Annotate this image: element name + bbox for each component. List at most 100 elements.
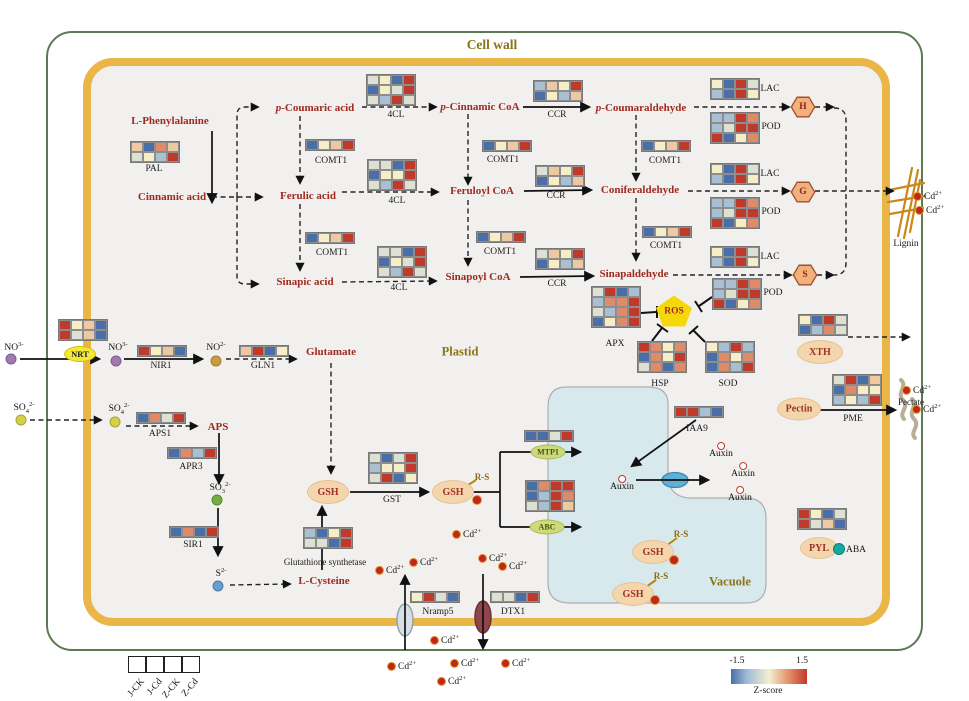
heatmap-nir1 <box>137 345 187 357</box>
s2-label: S2- <box>215 566 227 580</box>
label-lignin: Lignin <box>893 239 919 249</box>
heatmap-ccr-3 <box>535 248 585 270</box>
no2-dot <box>210 355 222 367</box>
gsh-node-2: GSH <box>432 480 474 504</box>
cd-dot <box>430 635 439 645</box>
label-4cl-2: 4CL <box>388 196 406 206</box>
label-nramp5: Nramp5 <box>422 607 454 617</box>
so4-label-inside: SO42- <box>108 401 130 417</box>
metabolite-sinapoyl-coa: Sinapoyl CoA <box>445 271 511 283</box>
label-lac-3: LAC <box>760 252 780 262</box>
rs-label-2: R-S <box>673 529 689 539</box>
zscore-label: Z-score <box>753 686 783 696</box>
heatmap-lac-2 <box>710 163 760 185</box>
h-unit-hexagon: H <box>790 96 816 118</box>
cd-ion: Cd2+ <box>913 190 942 202</box>
so3-dot <box>211 494 223 506</box>
g-unit-hexagon: G <box>790 181 816 203</box>
vacuole-label: Vacuole <box>709 574 751 589</box>
so4-label-outside: SO42- <box>13 400 35 416</box>
bound-cd-dot-1 <box>472 495 482 505</box>
cd-dot <box>498 561 507 571</box>
label-ccr-3: CCR <box>547 279 567 289</box>
auxin-vacuole: Auxin <box>610 475 634 493</box>
cd-ion: Cd2+ <box>450 657 479 669</box>
label-ccr-2: CCR <box>546 191 566 201</box>
metabolite-l-phenylalanine: L-Phenylalanine <box>131 115 209 127</box>
cd-ion: Cd2+ <box>902 384 931 396</box>
metabolite-aps: APS <box>207 421 229 433</box>
heatmap-xth <box>798 314 848 336</box>
mtp1-transporter: MTP1 <box>530 444 566 460</box>
s-unit-hexagon: S <box>792 264 818 286</box>
label-4cl-1: 4CL <box>387 110 405 120</box>
auxin-circle <box>739 462 747 471</box>
heatmap-ccr-2 <box>535 165 585 187</box>
cd-dot <box>915 205 924 215</box>
label-apx: APX <box>605 339 625 349</box>
label-pme: PME <box>843 414 863 424</box>
heatmap-pyl <box>797 508 847 530</box>
label-comt1-4: COMT1 <box>483 247 517 257</box>
zscore-gradient-bar <box>731 669 807 684</box>
nrt-transporter: NRT <box>64 346 96 362</box>
label-gln1: GLN1 <box>250 361 276 371</box>
cd-ion: Cd2+ <box>437 675 466 687</box>
pectin-node: Pectin <box>777 397 821 421</box>
label-lac-2: LAC <box>760 169 780 179</box>
metabolite-l-cysteine: L-Cysteine <box>298 575 350 587</box>
label-apr3: APR3 <box>179 462 203 472</box>
heatmap-nramp5 <box>410 591 460 603</box>
auxin-circle <box>717 442 725 451</box>
no3-dot-inside <box>110 355 122 367</box>
heatmap-apr3 <box>167 447 217 459</box>
label-glutathione-synthetase: Glutathione synthetase <box>283 557 367 567</box>
heatmap-apx <box>591 286 641 328</box>
heatmap-gst <box>368 452 418 484</box>
heatmap-glutathione-synthetase <box>303 527 353 549</box>
cd-ion: Cd2+ <box>915 204 944 216</box>
cd-ion: Cd2+ <box>387 660 416 672</box>
label-nir1: NIR1 <box>150 361 172 371</box>
heatmap-comt1-5 <box>641 140 691 152</box>
no3-label-outside: NO3- <box>4 340 24 354</box>
bound-cd-dot-3 <box>650 595 660 605</box>
so4-dot-outside <box>15 414 27 426</box>
gsh-node-vacuole-2: GSH <box>612 582 654 606</box>
cd-ion: Cd2+ <box>478 552 507 564</box>
heatmap-dtx1 <box>490 591 540 603</box>
label-dtx1: DTX1 <box>500 607 526 617</box>
label-hsp: HSP <box>651 379 669 389</box>
heatmap-aps1 <box>136 412 186 424</box>
cd-dot <box>437 676 446 686</box>
heatmap-4cl-2 <box>367 159 417 191</box>
heatmap-lac-1 <box>710 78 760 100</box>
heatmap-comt1-3 <box>482 140 532 152</box>
heatmap-pod-2 <box>710 197 760 229</box>
metabolite-sinapic-acid: Sinapic acid <box>276 276 334 288</box>
metabolite-glutamate: Glutamate <box>305 346 357 358</box>
label-comt1-3: COMT1 <box>486 155 520 165</box>
s2-dot <box>212 580 224 592</box>
zscore-max: 1.5 <box>796 656 808 666</box>
metabolite-cinnamic-acid: Cinnamic acid <box>137 191 207 203</box>
no3-dot-outside <box>5 353 17 365</box>
label-comt1-2: COMT1 <box>315 248 349 258</box>
label-gst: GST <box>383 495 401 505</box>
cd-ion: Cd2+ <box>912 403 941 415</box>
cd-dot <box>375 565 384 575</box>
so3-label: SO32- <box>209 480 231 496</box>
cd-ion: Cd2+ <box>501 657 530 669</box>
heatmap-pal <box>130 141 180 163</box>
heatmap-pme <box>832 374 882 406</box>
xth-node: XTH <box>797 340 843 364</box>
heatmap-abc <box>525 480 575 512</box>
label-sod: SOD <box>718 379 738 389</box>
heatmap-comt1-6 <box>642 226 692 238</box>
label-pectate: Pectate <box>898 397 924 407</box>
auxin-circle <box>736 486 744 495</box>
no2-label: NO2- <box>206 340 226 354</box>
heatmap-comt1-2 <box>305 232 355 244</box>
cd-ion: Cd2+ <box>498 560 527 572</box>
cd-dot <box>902 385 911 395</box>
